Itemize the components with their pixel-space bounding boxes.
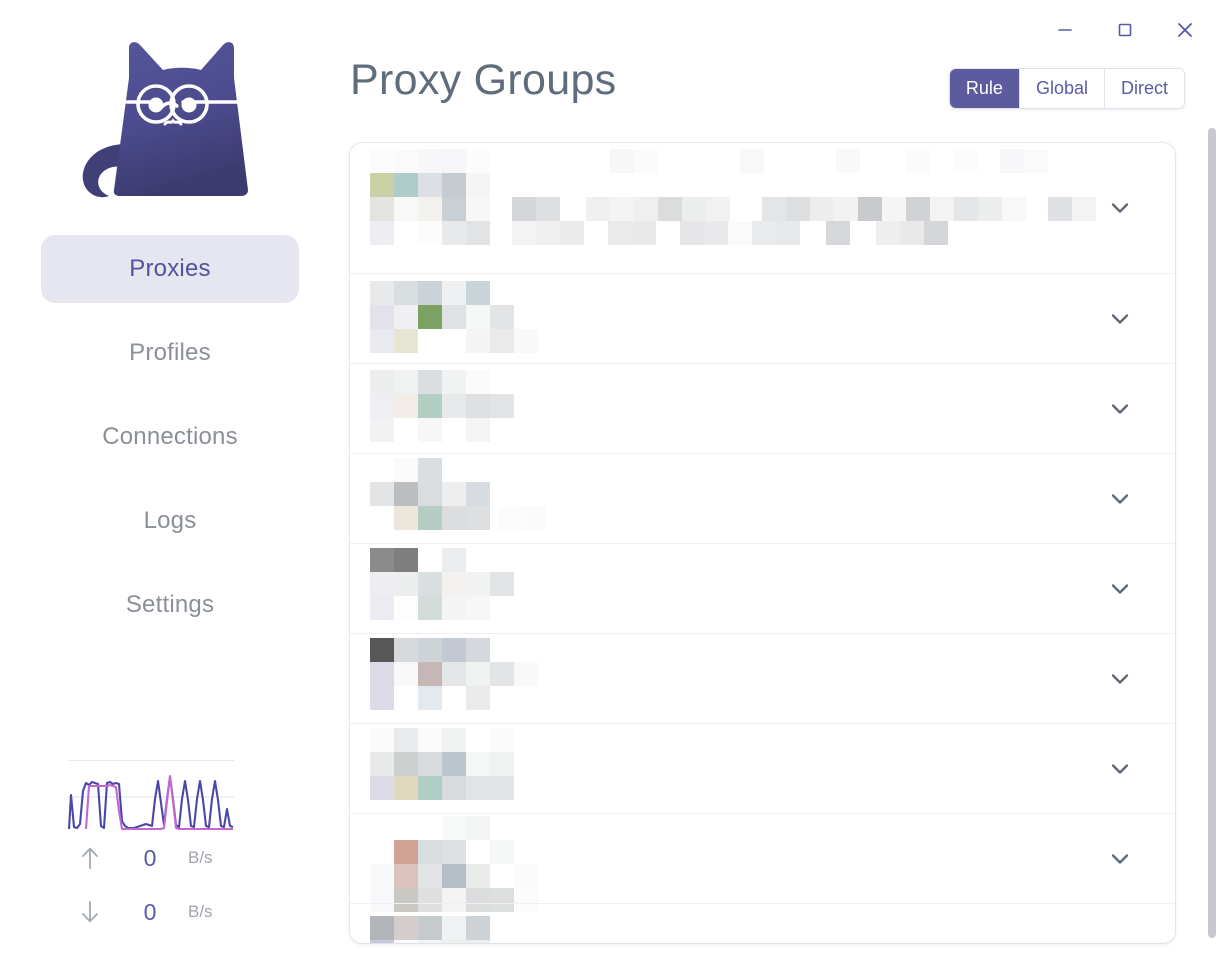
main-content: Proxy Groups Rule Global Direct <box>340 0 1222 956</box>
arrow-down-icon <box>68 899 112 925</box>
traffic-widget: 0 B/s 0 B/s <box>68 760 268 939</box>
sidebar-item-settings[interactable]: Settings <box>41 571 299 639</box>
close-icon[interactable] <box>1166 12 1204 48</box>
download-speed-value: 0 <box>143 898 157 925</box>
chevron-down-icon[interactable] <box>1105 484 1135 514</box>
table-row[interactable]: DIRECT <box>350 903 1175 943</box>
chevron-down-icon[interactable] <box>1105 193 1135 223</box>
traffic-sparkline-chart <box>68 774 234 831</box>
chevron-down-icon[interactable] <box>1105 394 1135 424</box>
mode-button-direct[interactable]: Direct <box>1104 69 1184 108</box>
download-speed-unit: B/s <box>188 902 213 921</box>
minimize-icon[interactable] <box>1046 12 1084 48</box>
table-row[interactable] <box>350 453 1175 543</box>
proxy-group-row-content <box>350 544 1175 633</box>
upload-speed-value: 0 <box>143 844 157 871</box>
proxy-group-row-content <box>350 143 1175 273</box>
proxy-group-row-content <box>350 274 1175 363</box>
sidebar-item-profiles[interactable]: Profiles <box>41 319 299 387</box>
sidebar: Proxies Profiles Connections Logs Settin… <box>0 0 340 956</box>
traffic-divider <box>68 760 234 761</box>
table-row[interactable] <box>350 633 1175 723</box>
upload-speed-unit: B/s <box>188 848 213 867</box>
proxy-group-row-content <box>350 454 1175 543</box>
sidebar-item-label: Profiles <box>129 339 211 366</box>
mode-button-label: Global <box>1035 78 1088 98</box>
sidebar-item-logs[interactable]: Logs <box>41 487 299 555</box>
clash-cat-logo-icon <box>82 41 248 197</box>
table-row[interactable] <box>350 363 1175 453</box>
mode-button-label: Direct <box>1120 78 1168 98</box>
chevron-down-icon[interactable] <box>1105 934 1135 944</box>
chevron-down-icon[interactable] <box>1105 754 1135 784</box>
mode-button-rule[interactable]: Rule <box>949 69 1020 108</box>
upload-speed-row: 0 B/s <box>68 831 238 885</box>
sidebar-item-connections[interactable]: Connections <box>41 403 299 471</box>
table-row[interactable] <box>350 273 1175 363</box>
sidebar-nav: Proxies Profiles Connections Logs Settin… <box>0 235 340 655</box>
chevron-down-icon[interactable] <box>1105 664 1135 694</box>
proxy-group-row-content <box>350 364 1175 453</box>
chevron-down-icon[interactable] <box>1105 574 1135 604</box>
table-row[interactable] <box>350 813 1175 912</box>
table-row[interactable] <box>350 143 1175 273</box>
download-speed-row: 0 B/s <box>68 885 238 939</box>
sidebar-item-label: Logs <box>143 507 197 534</box>
arrow-up-icon <box>68 845 112 871</box>
table-row[interactable] <box>350 543 1175 633</box>
chevron-down-icon[interactable] <box>1105 304 1135 334</box>
app-logo <box>55 14 285 229</box>
sidebar-item-label: Settings <box>125 591 215 618</box>
proxy-mode-switch: Rule Global Direct <box>948 68 1185 109</box>
proxy-group-row-content <box>350 634 1175 723</box>
window-controls <box>1046 12 1204 48</box>
proxy-group-list: DIRECT <box>350 143 1175 943</box>
sidebar-item-label: Proxies <box>129 255 211 282</box>
mode-button-global[interactable]: Global <box>1019 69 1105 108</box>
sidebar-item-label: Connections <box>102 423 238 450</box>
table-row[interactable] <box>350 723 1175 813</box>
sidebar-item-proxies[interactable]: Proxies <box>41 235 299 303</box>
scrollbar-thumb[interactable] <box>1208 128 1216 938</box>
proxy-group-row-content <box>350 724 1175 813</box>
mode-button-label: Rule <box>965 78 1003 98</box>
page-title: Proxy Groups <box>350 56 617 104</box>
maximize-icon[interactable] <box>1106 12 1144 48</box>
proxy-group-row-content <box>350 814 1175 912</box>
proxy-group-row-content: DIRECT <box>350 904 1175 943</box>
chevron-down-icon[interactable] <box>1105 844 1135 874</box>
vertical-scrollbar[interactable] <box>1206 0 1218 956</box>
